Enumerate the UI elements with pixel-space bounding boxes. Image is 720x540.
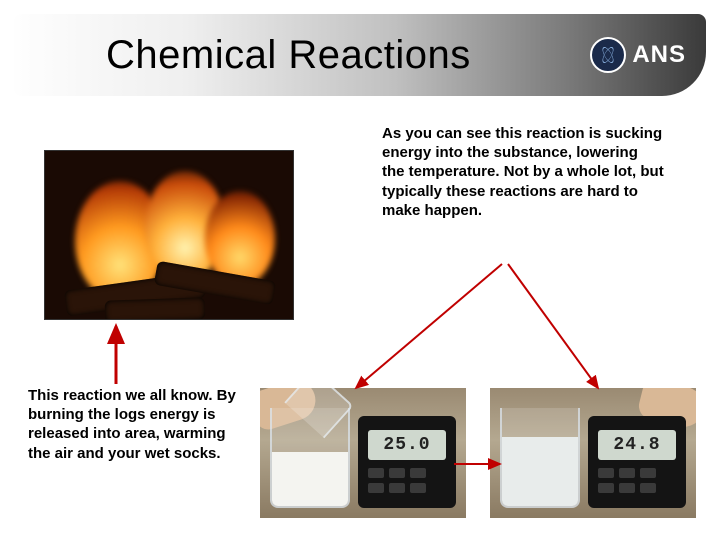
logo-emblem [590, 37, 626, 73]
arrow-v-right [508, 264, 598, 388]
meter-reading-before: 25.0 [368, 430, 446, 460]
meter-reading-after: 24.8 [598, 430, 676, 460]
beaker [270, 408, 350, 508]
header-bar: Chemical Reactions ANS [14, 14, 706, 96]
logo-text: ANS [632, 41, 686, 69]
fire-image [44, 150, 294, 320]
beaker [500, 408, 580, 508]
slide-title: Chemical Reactions [106, 33, 471, 78]
arrow-v-left [356, 264, 502, 388]
caption-fire: This reaction we all know. By burning th… [28, 386, 244, 463]
atom-icon [599, 46, 617, 64]
logo: ANS [590, 37, 686, 73]
caption-endothermic: As you can see this reaction is sucking … [382, 124, 664, 220]
thermometer-meter: 25.0 [358, 416, 456, 508]
experiment-after-image: Later 24.8 [490, 388, 696, 518]
thermometer-meter: 24.8 [588, 416, 686, 508]
experiment-before-image: 25.0 [260, 388, 466, 518]
